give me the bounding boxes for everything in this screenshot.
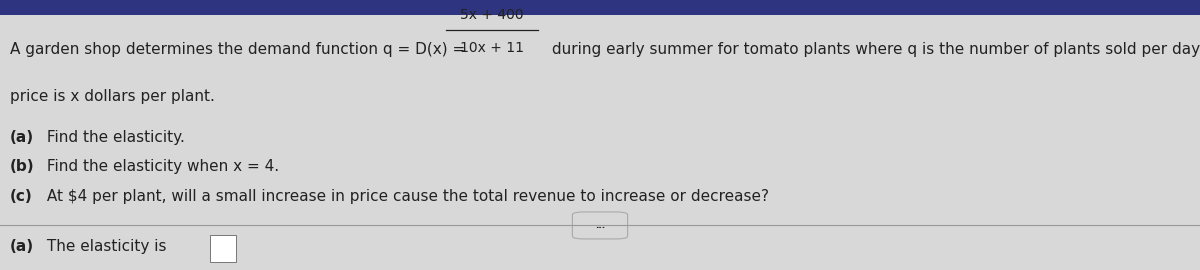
Text: 10x + 11: 10x + 11 bbox=[460, 40, 524, 55]
Text: (a): (a) bbox=[10, 130, 34, 145]
Text: 5x + 400: 5x + 400 bbox=[460, 8, 524, 22]
Text: At $4 per plant, will a small increase in price cause the total revenue to incre: At $4 per plant, will a small increase i… bbox=[42, 189, 769, 204]
FancyBboxPatch shape bbox=[210, 235, 236, 262]
Text: (b): (b) bbox=[10, 160, 35, 174]
Text: (c): (c) bbox=[10, 189, 32, 204]
Text: (a): (a) bbox=[10, 239, 34, 254]
Text: during early summer for tomato plants where q is the number of plants sold per d: during early summer for tomato plants wh… bbox=[547, 42, 1200, 57]
FancyBboxPatch shape bbox=[572, 212, 628, 239]
Text: price is x dollars per plant.: price is x dollars per plant. bbox=[10, 89, 215, 104]
Text: The elasticity is: The elasticity is bbox=[42, 239, 167, 254]
FancyBboxPatch shape bbox=[0, 0, 1200, 15]
Text: A garden shop determines the demand function q = D(x) =: A garden shop determines the demand func… bbox=[10, 42, 469, 57]
Text: Find the elasticity when x = 4.: Find the elasticity when x = 4. bbox=[42, 160, 280, 174]
Text: Find the elasticity.: Find the elasticity. bbox=[42, 130, 185, 145]
Text: ...: ... bbox=[595, 221, 605, 230]
